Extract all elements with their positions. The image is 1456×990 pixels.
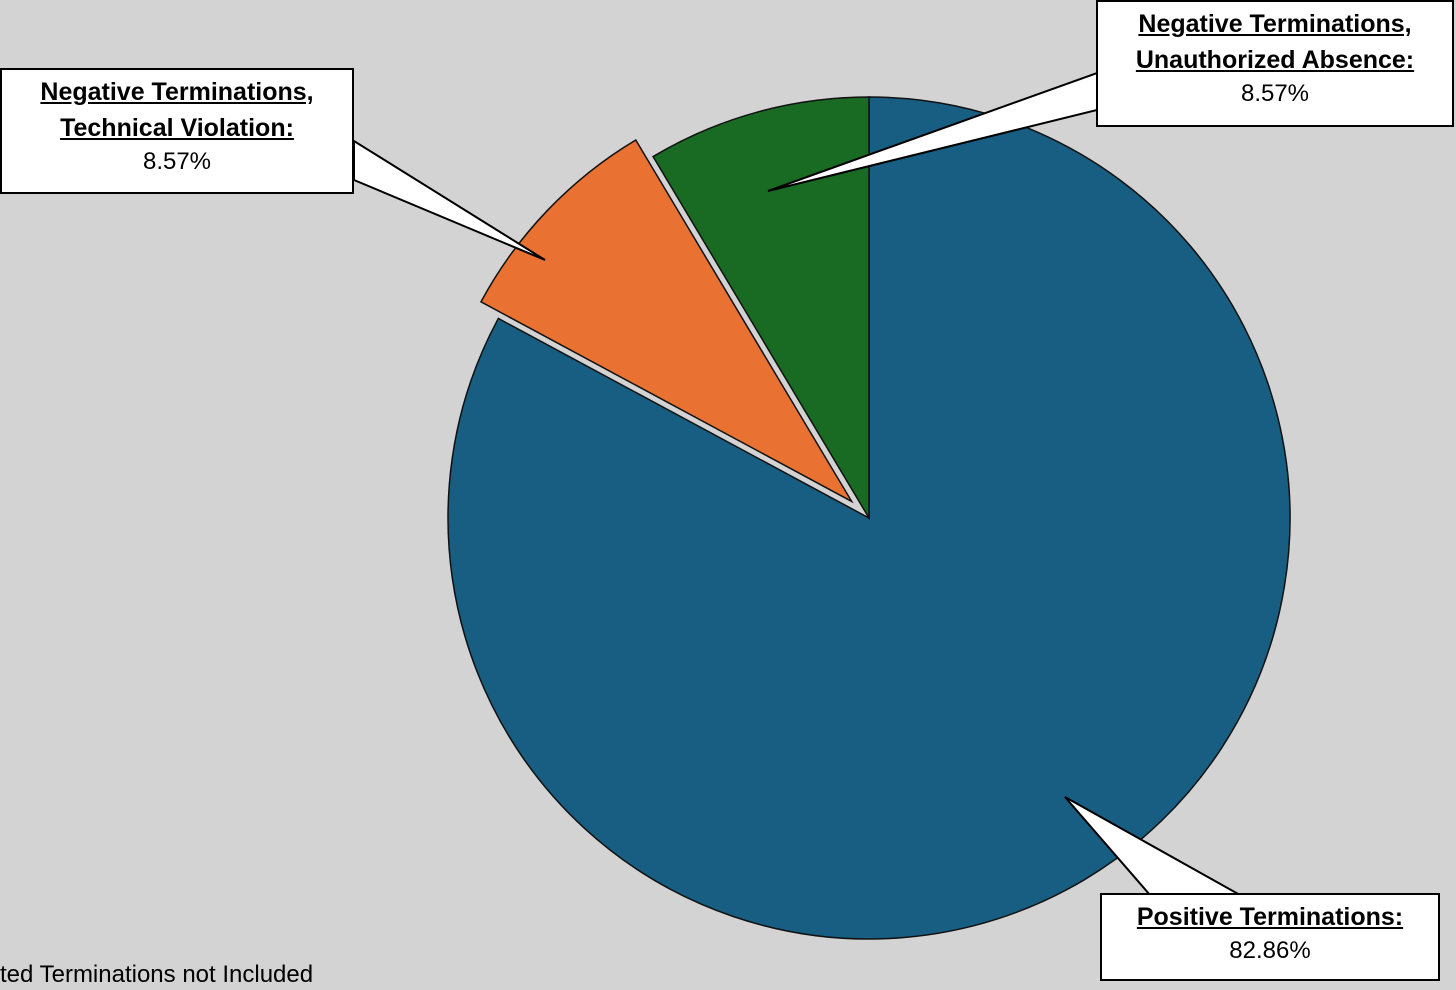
slice-label-technical-violation: Negative Terminations, Technical Violati… [40, 78, 314, 142]
pie-slices [447, 96, 1291, 940]
callout-positive-terminations: Positive Terminations: 82.86% [1100, 893, 1440, 981]
slice-value-technical-violation: 8.57% [142, 148, 212, 175]
leader-lines [353, 71, 1244, 896]
slice-value-unauthorized-absence: 8.57% [1240, 80, 1310, 107]
leader-technical-violation [353, 139, 546, 261]
slice-unauthorized-absence [652, 96, 870, 521]
slice-label-unauthorized-absence: Negative Terminations, Unauthorized Abse… [1135, 10, 1415, 74]
callout-unauthorized-absence: Negative Terminations, Unauthorized Abse… [1096, 0, 1454, 127]
chart-footnote: ted Terminations not Included [0, 961, 314, 988]
callout-technical-violation: Negative Terminations, Technical Violati… [0, 68, 354, 194]
slice-technical-violation [479, 138, 854, 504]
slice-value-positive-terminations: 82.86% [1229, 937, 1311, 964]
slice-label-positive-terminations: Positive Terminations: [1136, 903, 1404, 931]
